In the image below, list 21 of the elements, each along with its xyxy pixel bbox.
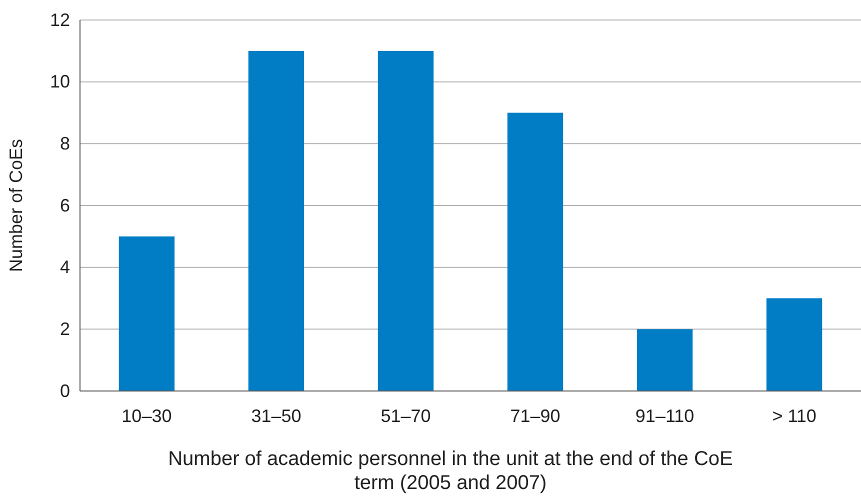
- x-tick-label: 91–110: [635, 406, 694, 426]
- bar: [378, 50, 434, 391]
- bar: [248, 50, 304, 391]
- y-tick-label: 2: [60, 318, 70, 339]
- bar: [636, 329, 693, 391]
- x-tick-label: 51–70: [380, 406, 431, 426]
- y-tick-label: 8: [60, 133, 70, 154]
- bar: [766, 298, 822, 391]
- bar: [118, 236, 175, 391]
- y-tick-label: 4: [60, 257, 70, 278]
- x-tick-label: 31–50: [251, 406, 302, 426]
- y-tick-label: 0: [60, 380, 70, 401]
- y-tick-label: 10: [50, 72, 70, 92]
- y-axis-title: Number of CoEs: [6, 138, 26, 272]
- bar: [507, 112, 564, 391]
- x-tick-label: 71–90: [510, 406, 560, 426]
- y-tick-label: 6: [60, 195, 70, 216]
- x-axis-title: Number of academic personnel in the unit at the end of the CoE term (2005 and 2007): [168, 448, 733, 494]
- x-tick-label: 10–30: [122, 406, 172, 426]
- x-tick-label: > 110: [772, 406, 816, 426]
- y-tick-label: 12: [50, 10, 70, 30]
